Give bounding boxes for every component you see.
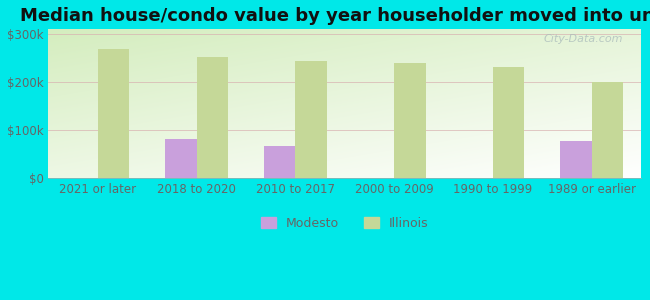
Bar (165, 139, 196, 178)
Text: City-Data.com: City-Data.com (544, 34, 623, 44)
Bar (493, 67, 525, 178)
Title: Median house/condo value by year householder moved into unit: Median house/condo value by year househo… (20, 7, 650, 25)
Bar (295, 61, 327, 178)
Bar (98, 50, 129, 178)
Bar (264, 146, 295, 178)
Legend: Modesto, Illinois: Modesto, Illinois (256, 212, 434, 235)
Bar (196, 57, 228, 178)
Bar (592, 82, 623, 178)
Bar (394, 63, 426, 178)
Bar (560, 141, 592, 178)
